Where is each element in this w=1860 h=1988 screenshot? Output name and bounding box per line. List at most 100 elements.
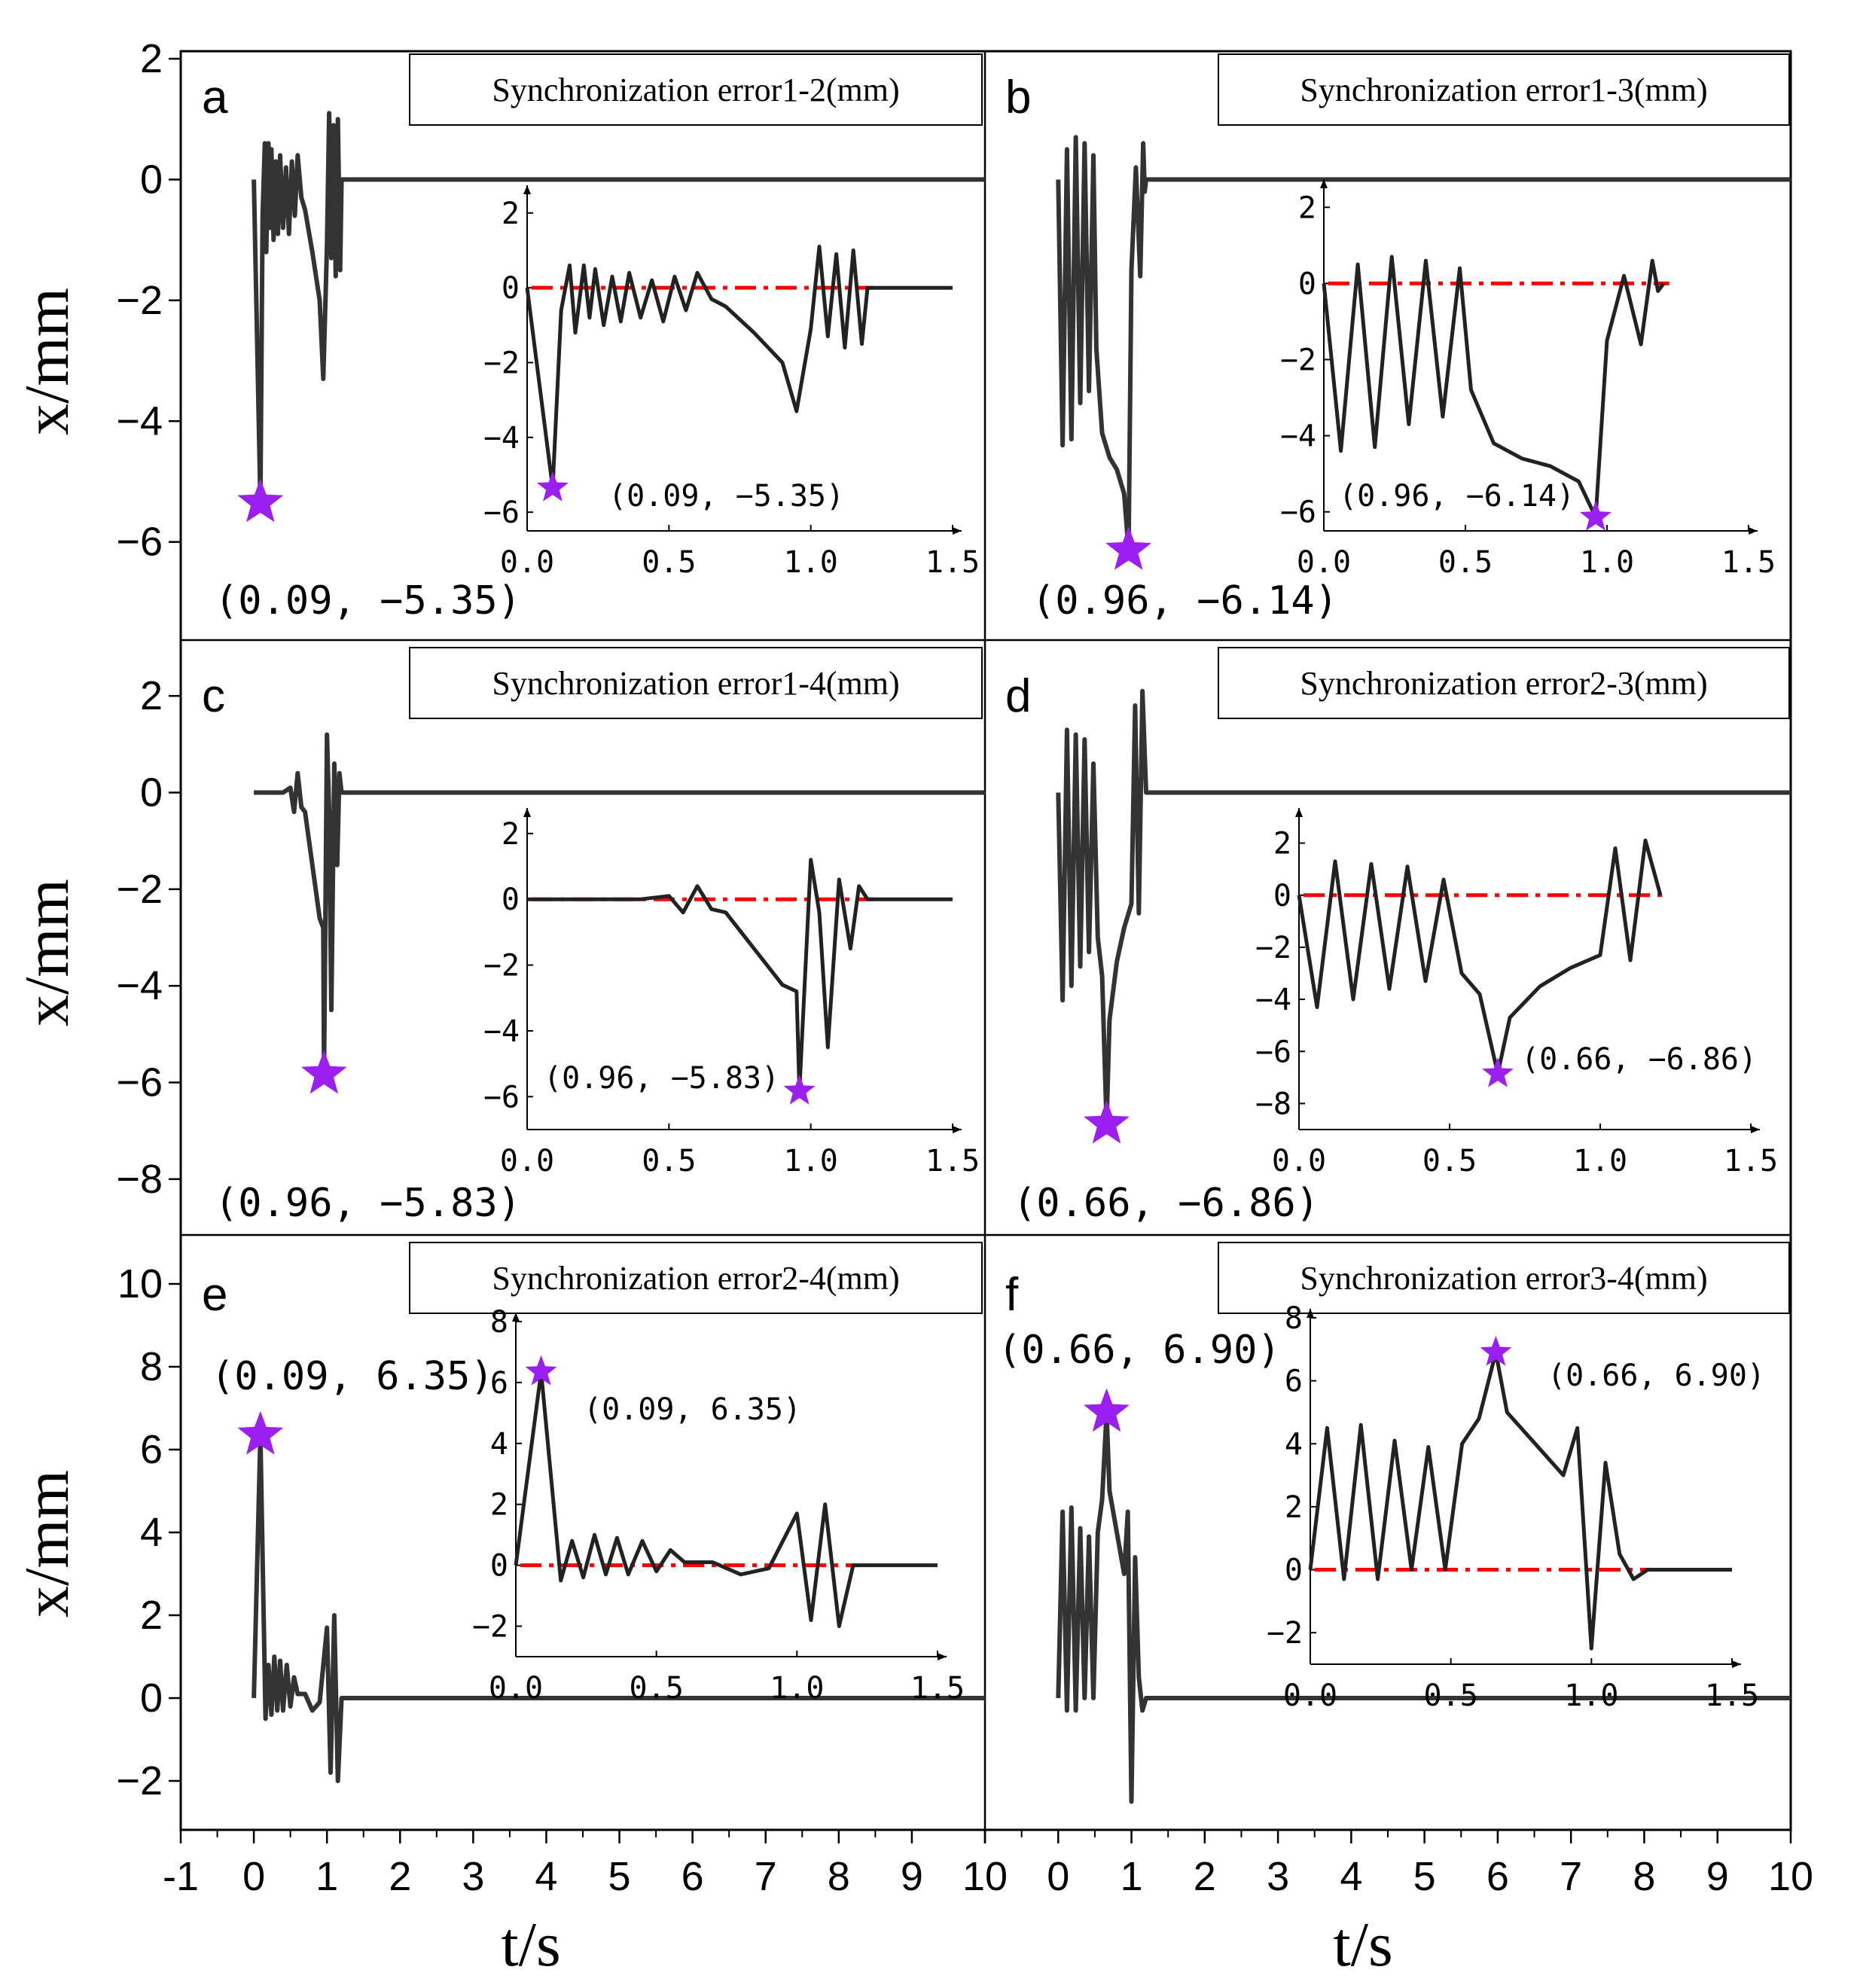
x-tick-label: 2 <box>389 1854 411 1899</box>
series-line-c <box>254 732 985 1077</box>
inset-peak-annotation: (0.09, −5.35) <box>608 479 844 514</box>
panel-f: (0.66, 6.90) f Synchronization error3-4(mm… <box>998 1242 1791 1804</box>
series-line-d <box>1056 688 1791 1127</box>
inset-y-tick-label: −2 <box>483 949 520 983</box>
panel-letter-e: e <box>202 1269 227 1321</box>
x-tick-label: 9 <box>1706 1854 1729 1899</box>
y-axis-label-middle: x/mm <box>12 879 82 1026</box>
y-tick-label: −4 <box>116 398 163 444</box>
inset-e: 0.0 0.5 1.0 1.5 8 6 4 2 0 −2 (0.09, 6.35) <box>472 1305 965 1706</box>
peak-annotation-e: (0.09, 6.35) <box>211 1354 494 1399</box>
x-tick-label: 7 <box>1560 1854 1582 1899</box>
y-tick-label: 10 <box>117 1261 163 1307</box>
inset-y-tick-label: −6 <box>483 1080 520 1114</box>
inset-y-tick-label: −4 <box>483 421 520 456</box>
y-tick-label: −2 <box>116 867 163 912</box>
x-tick-label: 5 <box>608 1854 631 1899</box>
inset-x-tick-label: 1.0 <box>1580 545 1634 580</box>
inset-y-tick-label: 2 <box>490 1488 508 1523</box>
x-tick-label: 3 <box>1267 1854 1289 1899</box>
inset-x-tick-label: 0.0 <box>1272 1144 1326 1178</box>
legend-box-a <box>409 53 983 126</box>
y-tick-label: 4 <box>140 1510 163 1555</box>
inset-peak-marker <box>537 471 569 502</box>
inset-series-line <box>525 245 953 490</box>
x-tick-label: 4 <box>1340 1854 1362 1899</box>
peak-marker-a <box>237 478 284 523</box>
y-tick-label: 8 <box>140 1344 163 1389</box>
panel-e: 10 8 6 4 2 0 −2 (0.09, 6.35) e Synchronization er… <box>116 1242 985 1804</box>
x-tick-label: -1 <box>163 1854 199 1899</box>
panel-letter-d: d <box>1005 670 1031 722</box>
peak-marker-c <box>300 1050 347 1094</box>
inset-y-tick-label: −4 <box>1255 983 1291 1017</box>
inset-x-tick-label: 1.5 <box>925 1144 980 1178</box>
peak-annotation-c: (0.96, −5.83) <box>215 1181 521 1226</box>
inset-x-tick-label: 1.5 <box>1721 545 1776 580</box>
inset-y-tick-label: 0 <box>1298 267 1316 301</box>
inset-peak-annotation: (0.09, 6.35) <box>584 1392 801 1427</box>
inset-y-arrow <box>1307 1309 1314 1318</box>
inset-y-tick-label: −4 <box>483 1014 520 1049</box>
inset-peak-annotation: (0.66, 6.90) <box>1547 1358 1765 1393</box>
y-tick-label: −4 <box>116 963 163 1008</box>
inset-y-tick-label: 0 <box>1273 879 1291 913</box>
legend-text-b: Synchronization error1-3(mm) <box>1300 72 1707 108</box>
inset-x-tick-label: 0.5 <box>1424 1679 1478 1713</box>
peak-annotation-b: (0.96, −6.14) <box>1032 578 1338 624</box>
inset-y-tick-label: 0 <box>502 883 520 917</box>
legend-box-b <box>1218 53 1790 126</box>
inset-y-tick-label: 2 <box>1273 827 1291 861</box>
peak-annotation-d: (0.66, −6.86) <box>1013 1181 1319 1226</box>
inset-x-tick-label: 1.5 <box>1724 1144 1778 1178</box>
inset-y-tick-label: 2 <box>502 817 520 852</box>
panel-letter-a: a <box>202 72 228 123</box>
legend-text-c: Synchronization error1-4(mm) <box>492 665 899 702</box>
x-tick-label: 4 <box>535 1854 557 1899</box>
inset-y-tick-label: 0 <box>1285 1554 1303 1588</box>
peak-marker-d <box>1084 1099 1130 1144</box>
y-tick-label: 0 <box>140 770 163 816</box>
inset-y-tick-label: −6 <box>1280 495 1316 530</box>
inset-y-tick-label: 0 <box>490 1549 508 1584</box>
inset-x-tick-label: 0.5 <box>630 1671 684 1706</box>
x-tick-label: 10 <box>962 1854 1008 1899</box>
y-tick-label: 2 <box>140 1593 163 1638</box>
inset-y-tick-label: 6 <box>1285 1364 1303 1399</box>
inset-y-arrow <box>1320 179 1328 188</box>
inset-x-tick-label: 1.5 <box>925 545 980 580</box>
inset-y-arrow <box>512 1313 520 1322</box>
y-tick-label: 0 <box>140 1675 163 1721</box>
inset-series-line <box>1322 255 1666 520</box>
inset-y-tick-label: −6 <box>1255 1035 1291 1069</box>
inset-peak-marker <box>1580 500 1611 531</box>
inset-peak-marker <box>525 1355 557 1386</box>
y-tick-label: 2 <box>140 673 163 718</box>
x-tick-label: 9 <box>901 1854 923 1899</box>
inset-x-tick-label: 0.5 <box>1422 1144 1477 1178</box>
inset-x-tick-label: 0.0 <box>489 1671 543 1706</box>
inset-peak-marker <box>1482 1057 1514 1087</box>
peak-marker-f <box>1084 1388 1130 1432</box>
inset-x-tick-label: 0.0 <box>1297 545 1351 580</box>
inset-x-tick-label: 1.0 <box>770 1671 824 1706</box>
inset-y-arrow <box>1295 808 1303 817</box>
inset-peak-annotation: (0.96, −5.83) <box>544 1061 779 1096</box>
inset-series-line <box>527 858 953 1093</box>
x-tick-label: 10 <box>1768 1854 1813 1899</box>
y-tick-label: −8 <box>116 1157 163 1202</box>
x-tick-label: 6 <box>681 1854 704 1899</box>
inset-y-tick-label: −2 <box>1280 343 1316 378</box>
x-tick-label: 7 <box>755 1854 777 1899</box>
inset-y-tick-label: −8 <box>1255 1087 1291 1121</box>
peak-marker-b <box>1105 526 1152 570</box>
inset-y-tick-label: 4 <box>490 1427 508 1462</box>
legend-text-a: Synchronization error1-2(mm) <box>492 72 899 108</box>
y-tick-label: −2 <box>116 278 163 323</box>
inset-peak-marker <box>783 1074 816 1105</box>
inset-b: 0.0 0.5 1.0 1.5 2 0 −2 −4 −6 (0.96, −6.14) <box>1280 179 1776 580</box>
inset-y-tick-label: 6 <box>490 1366 508 1401</box>
legend-text-f: Synchronization error3-4(mm) <box>1300 1260 1707 1297</box>
inset-y-tick-label: −2 <box>1255 931 1291 965</box>
